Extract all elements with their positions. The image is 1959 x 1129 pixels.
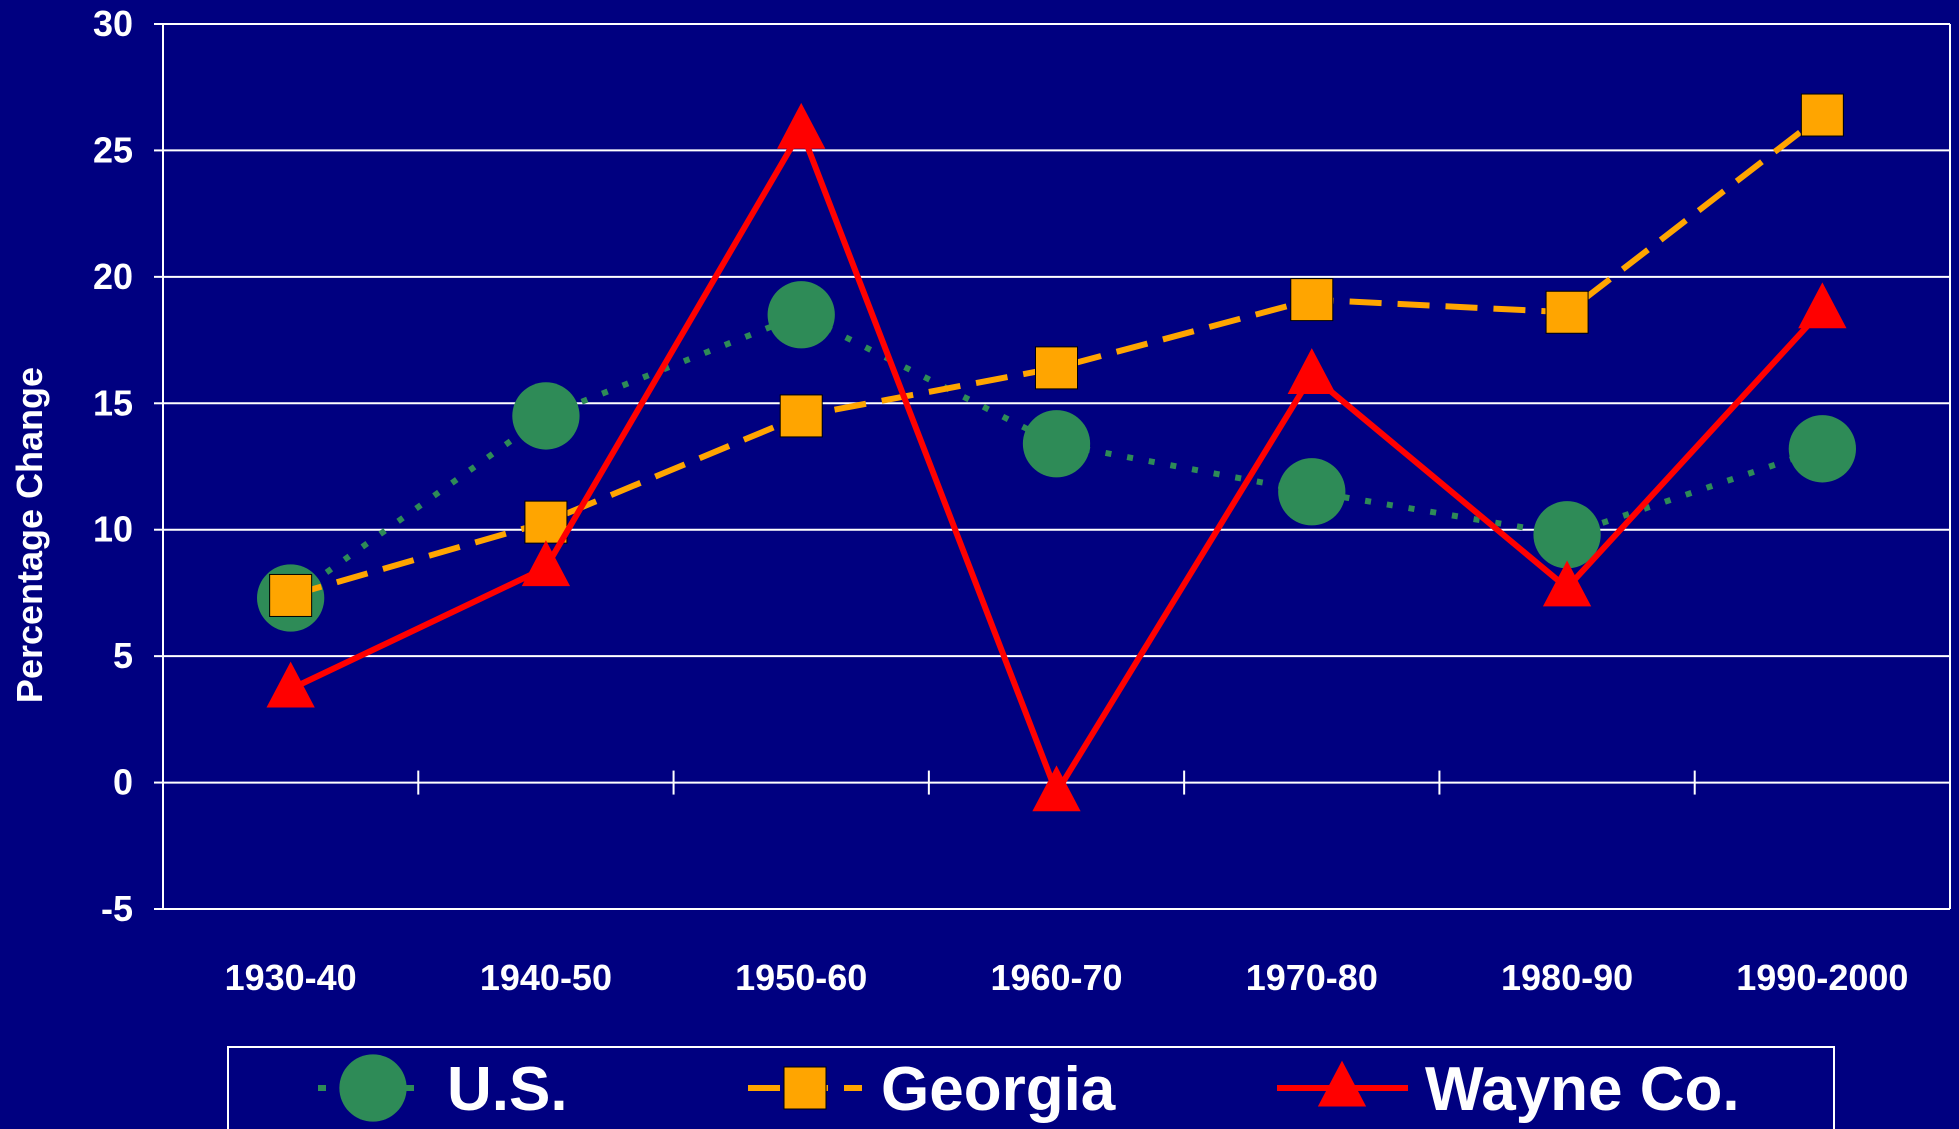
y-tick-label: 5	[113, 635, 133, 676]
data-point	[1788, 415, 1856, 483]
legend-marker	[1317, 1060, 1367, 1107]
x-tick-label: 1950-60	[735, 957, 867, 998]
data-point	[1545, 290, 1589, 334]
y-axis-label: Percentage Change	[9, 367, 50, 703]
data-point	[521, 540, 571, 587]
data-point	[1798, 282, 1847, 329]
x-tick-label: 1930-40	[225, 957, 357, 998]
data-point	[1800, 93, 1844, 137]
series-georgia	[269, 93, 1844, 617]
x-axis-tick-labels: 1930-40 1940-50 1950-60 1960-70 1970-80 1980-…	[225, 957, 1909, 998]
legend-item: U.S.	[318, 1054, 568, 1124]
y-tick-label: 15	[93, 382, 133, 423]
legend-label: U.S.	[447, 1055, 568, 1124]
legend-label: Georgia	[881, 1055, 1116, 1124]
data-point	[779, 394, 823, 438]
data-point	[524, 500, 568, 544]
x-tick-label: 1940-50	[480, 957, 612, 998]
x-tick-label: 1990-2000	[1736, 957, 1908, 998]
legend-item: Georgia	[748, 1055, 1116, 1124]
x-tick-label: 1980-90	[1501, 957, 1633, 998]
legend-marker	[783, 1066, 827, 1110]
y-axis-tick-labels: 30 25 20 15 10 5 0 -5	[93, 3, 133, 929]
y-tick-label: -5	[101, 888, 133, 929]
data-point	[266, 661, 315, 708]
y-tick-label: 10	[93, 509, 133, 550]
legend-marker	[339, 1054, 407, 1122]
data-point	[1035, 346, 1078, 390]
data-point	[1533, 501, 1601, 569]
legend: U.S. Georgia Wayne Co.	[227, 1046, 1835, 1129]
y-tick-label: 0	[113, 762, 133, 803]
y-tick-label: 20	[93, 256, 133, 297]
series-wayne-co	[266, 102, 1847, 812]
data-point	[777, 102, 826, 149]
axes	[154, 23, 1951, 910]
y-tick-label: 30	[93, 3, 133, 44]
x-tick-label: 1970-80	[1246, 957, 1378, 998]
data-point	[1542, 560, 1592, 607]
data-point	[269, 573, 313, 617]
y-tick-label: 25	[93, 129, 133, 170]
data-point	[1032, 765, 1081, 812]
legend-item: Wayne Co.	[1277, 1055, 1740, 1124]
data-point	[1290, 278, 1334, 322]
series-group	[257, 93, 1856, 812]
data-point	[767, 281, 835, 349]
legend-box	[227, 1046, 1835, 1129]
data-point	[1022, 410, 1091, 478]
gridlines	[163, 23, 1950, 784]
data-point	[1287, 348, 1336, 394]
x-tick-label: 1960-70	[990, 957, 1122, 998]
legend-label: Wayne Co.	[1425, 1055, 1740, 1124]
data-point	[1278, 458, 1346, 526]
data-point	[512, 382, 580, 450]
